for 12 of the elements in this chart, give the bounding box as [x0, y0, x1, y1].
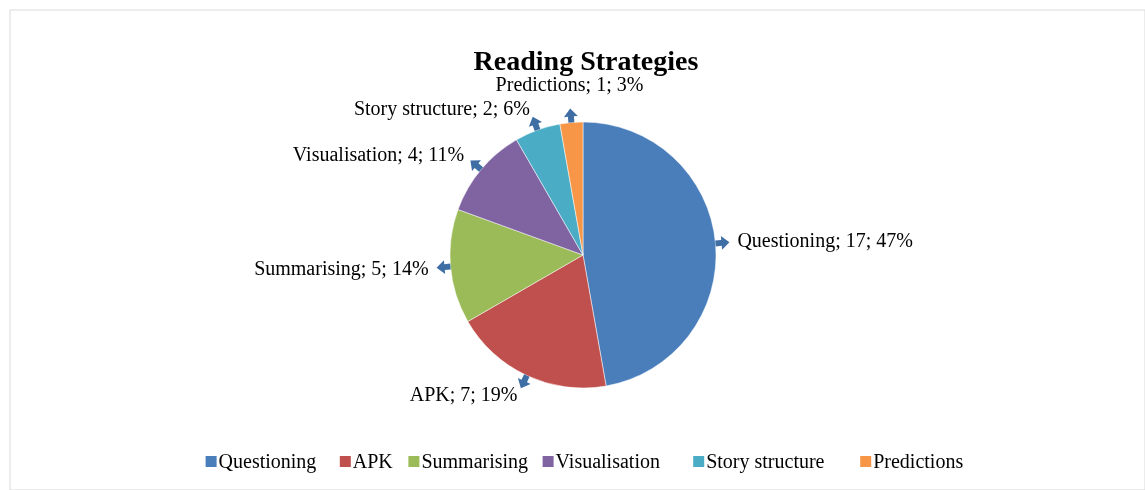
data-label: Visualisation; 4; 11% [292, 143, 465, 166]
legend-label: Questioning [218, 450, 317, 473]
legend-label: APK [352, 450, 394, 472]
data-label: Questioning; 17; 47% [737, 229, 913, 253]
legend-label: Visualisation [555, 450, 660, 472]
data-label: APK; 7; 19% [409, 383, 518, 406]
data-label: Summarising; 5; 14% [254, 256, 429, 280]
chart-title: Reading Strategies [473, 45, 699, 76]
legend-label: Predictions [873, 450, 964, 472]
data-label: Story structure; 2; 6% [353, 97, 530, 121]
legend-label: Story structure [706, 450, 825, 473]
legend-label: Summarising [421, 450, 529, 473]
